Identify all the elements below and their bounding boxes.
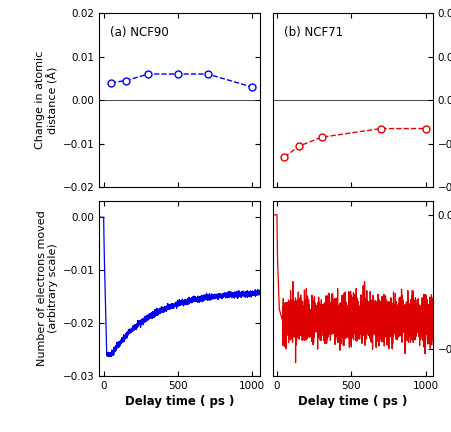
X-axis label: Delay time ( ps ): Delay time ( ps ) xyxy=(125,395,234,408)
Y-axis label: Change in atomic
distance (Å): Change in atomic distance (Å) xyxy=(35,51,59,149)
X-axis label: Delay time ( ps ): Delay time ( ps ) xyxy=(298,395,407,408)
Text: (a) NCF90: (a) NCF90 xyxy=(110,25,169,38)
Text: (b) NCF71: (b) NCF71 xyxy=(284,25,343,38)
Y-axis label: Number of electrons moved
(arbitrary scale): Number of electrons moved (arbitrary sca… xyxy=(37,211,59,366)
